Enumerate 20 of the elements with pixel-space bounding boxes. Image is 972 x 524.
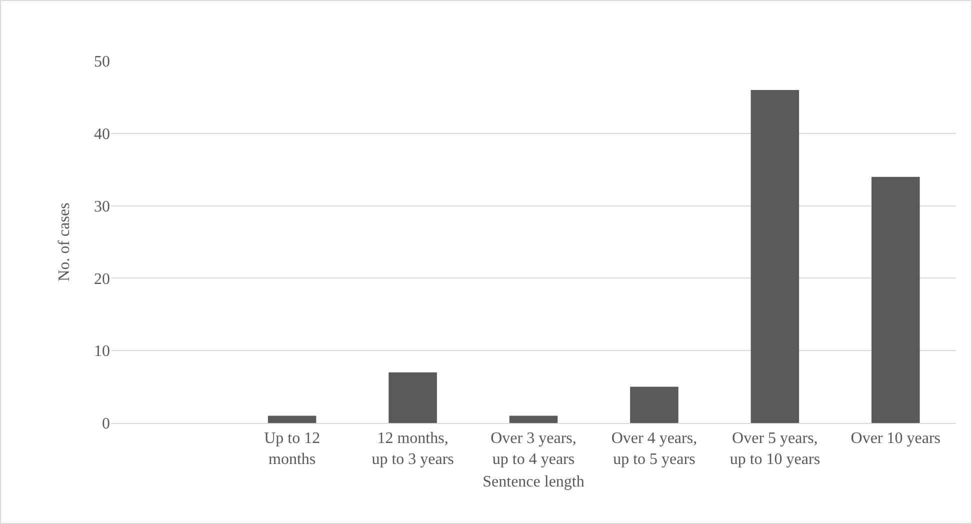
x-tick-label: Over 10 years [850,430,941,448]
x-axis-title: Sentence length [482,474,584,491]
bar [268,416,316,423]
bar [872,176,920,423]
y-tick-label: 40 [94,126,110,143]
y-tick-label: 10 [94,343,110,360]
bar [630,386,678,423]
y-tick-label: 0 [102,416,110,433]
y-tick-label: 50 [94,54,110,71]
y-tick-label: 30 [94,198,110,216]
bar [509,416,558,423]
x-tick-label: Over 5 years, up to 10 years [730,430,820,468]
bar [750,90,800,423]
x-tick-label: Over 4 years, up to 5 years [611,430,698,468]
x-tick-label: Up to 12 months [264,430,320,468]
x-tick-label: 12 months, up to 3 years [372,430,454,468]
bar [388,372,437,423]
y-axis-title: No. of cases [56,202,73,282]
y-tick-label: 20 [94,270,110,288]
x-tick-label: Over 3 years, up to 4 years [490,430,576,468]
